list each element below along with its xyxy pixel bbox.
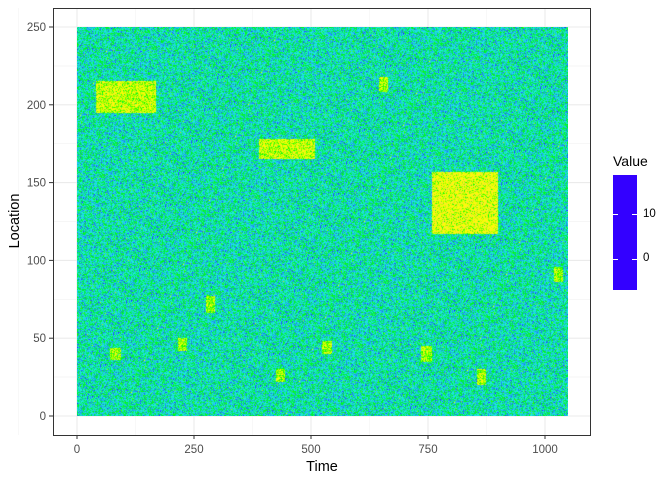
legend-colorbar [613,175,637,290]
y-tick-label: 50 [33,333,46,345]
legend-tick-label: 0 [643,252,650,265]
y-tick-label: 250 [27,22,46,34]
legend-tick-mark [613,214,637,216]
axes: 0 250 500 750 1000 0 50 100 150 200 250 [27,22,558,456]
legend-title: Value [613,153,648,169]
y-tick-label: 0 [40,411,46,423]
legend-tick-label: 10 [643,207,656,220]
x-tick-label: 250 [184,444,203,456]
y-tick-label: 200 [27,100,46,112]
legend-tick-mark [613,258,637,260]
x-tick-label: 500 [301,444,320,456]
y-tick-label: 100 [27,255,46,267]
y-tick-label: 150 [27,178,46,190]
x-tick-label: 0 [74,444,80,456]
x-tick-label: 750 [418,444,437,456]
x-tick-label: 1000 [532,444,558,456]
heatmap-cells [77,27,568,416]
y-axis-title: Location [7,194,23,249]
x-axis-title: Time [306,459,338,475]
panel-border [53,8,591,436]
